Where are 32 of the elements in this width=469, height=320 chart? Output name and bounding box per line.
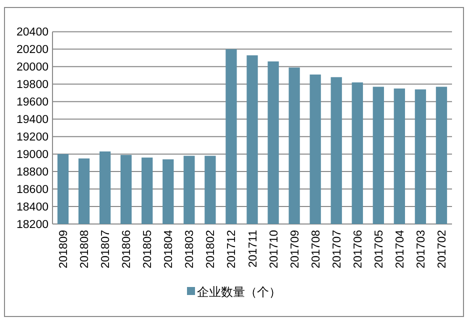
x-tick-label: 201703 — [415, 230, 428, 268]
x-tick-label: 201805 — [142, 230, 154, 268]
x-tick-label: 201802 — [205, 230, 218, 268]
x-tick-label: 201708 — [310, 230, 322, 268]
x-tick-label: 201807 — [100, 230, 112, 268]
y-tick-label: 19200 — [16, 132, 48, 144]
x-tick-label: 201712 — [226, 230, 238, 268]
x-tick-label: 201702 — [436, 230, 448, 268]
y-tick-label: 20400 — [16, 26, 48, 39]
x-tick-label: 201707 — [331, 230, 344, 268]
x-tick-label: 201804 — [163, 229, 176, 268]
y-tick-label: 18800 — [16, 166, 48, 179]
x-tick-label: 201710 — [268, 230, 280, 268]
x-tick-label: 201808 — [79, 230, 92, 268]
x-tick-label: 201704 — [394, 229, 406, 268]
x-tick-label: 201809 — [58, 230, 70, 268]
y-tick-label: 20000 — [16, 62, 48, 74]
x-tick-label: 201803 — [184, 230, 196, 268]
x-tick-label: 201705 — [373, 230, 386, 268]
y-tick-label: 19800 — [16, 79, 48, 92]
x-tick-label: 201711 — [247, 230, 260, 268]
y-tick-label: 18600 — [16, 184, 48, 196]
y-tick-label: 18200 — [16, 219, 48, 231]
x-tick-label: 201706 — [352, 230, 364, 268]
x-tick-label: 201806 — [121, 230, 134, 268]
y-tick-label: 18400 — [16, 202, 48, 214]
x-tick-label: 201709 — [289, 230, 302, 268]
y-tick-label: 19600 — [16, 96, 48, 109]
legend-label: 企业数量（个） — [197, 285, 281, 299]
y-tick-label: 19400 — [16, 114, 48, 126]
y-tick-label: 19000 — [16, 149, 48, 162]
y-tick-label: 20200 — [16, 44, 48, 56]
